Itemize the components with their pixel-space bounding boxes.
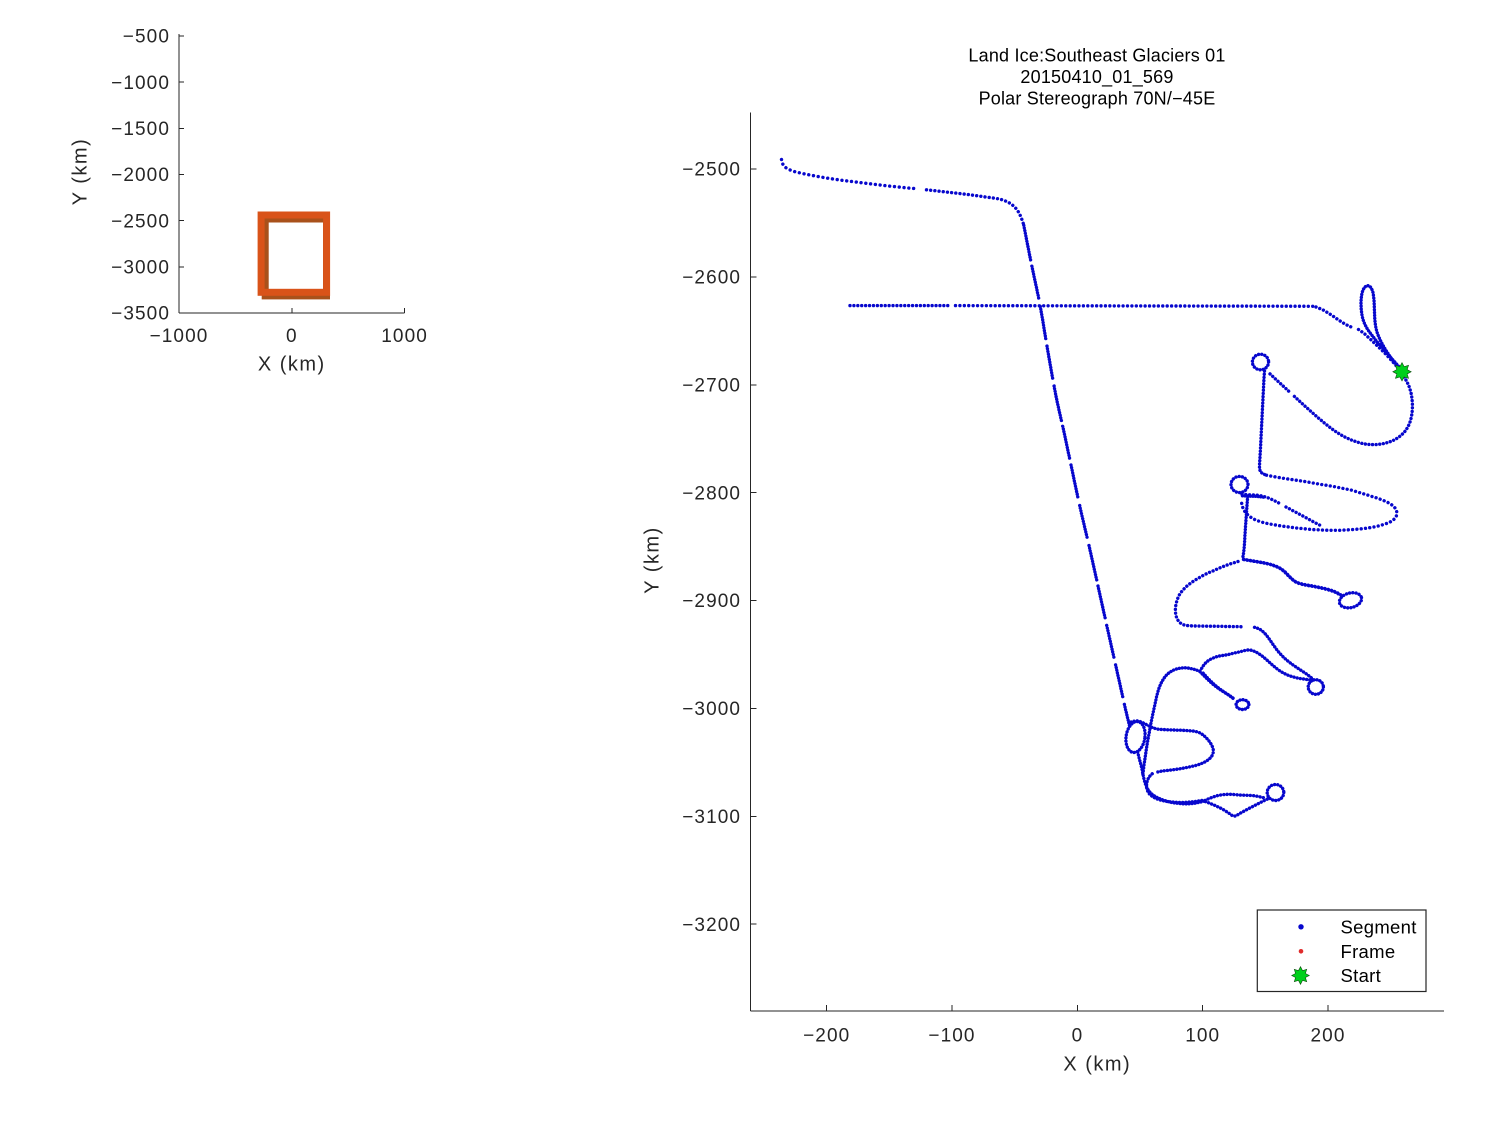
svg-text:X (km): X (km) [1063, 1054, 1131, 1076]
svg-text:−1000: −1000 [111, 73, 170, 94]
svg-text:Polar Stereograph 70N/−45E: Polar Stereograph 70N/−45E [979, 89, 1216, 109]
svg-text:100: 100 [1185, 1026, 1220, 1047]
svg-text:−3000: −3000 [111, 258, 170, 279]
svg-text:Frame: Frame [1341, 941, 1396, 962]
svg-text:0: 0 [1072, 1026, 1084, 1047]
svg-text:−500: −500 [123, 27, 170, 48]
svg-text:−2500: −2500 [682, 160, 741, 181]
svg-text:−2800: −2800 [682, 483, 741, 504]
svg-text:−200: −200 [803, 1026, 850, 1047]
svg-text:Land Ice:Southeast Glaciers 01: Land Ice:Southeast Glaciers 01 [968, 46, 1225, 66]
svg-text:X (km): X (km) [258, 354, 326, 376]
svg-text:−3100: −3100 [682, 807, 741, 828]
svg-text:−2500: −2500 [111, 211, 170, 232]
svg-text:0: 0 [286, 326, 298, 347]
svg-text:Y (km): Y (km) [642, 526, 664, 594]
svg-text:−1000: −1000 [150, 326, 209, 347]
svg-text:−3200: −3200 [682, 915, 741, 936]
svg-text:Y (km): Y (km) [70, 138, 92, 206]
svg-text:−3000: −3000 [682, 699, 741, 720]
svg-text:20150410_01_569: 20150410_01_569 [1020, 67, 1173, 88]
svg-text:−100: −100 [928, 1026, 975, 1047]
svg-text:Start: Start [1341, 965, 1382, 986]
svg-text:−3500: −3500 [111, 304, 170, 325]
svg-text:−1500: −1500 [111, 119, 170, 140]
svg-text:Segment: Segment [1341, 916, 1417, 937]
svg-text:−2700: −2700 [682, 376, 741, 397]
svg-text:200: 200 [1310, 1026, 1345, 1047]
svg-text:−2900: −2900 [682, 591, 741, 612]
svg-text:1000: 1000 [381, 326, 428, 347]
svg-text:−2000: −2000 [111, 165, 170, 186]
svg-text:−2600: −2600 [682, 268, 741, 289]
